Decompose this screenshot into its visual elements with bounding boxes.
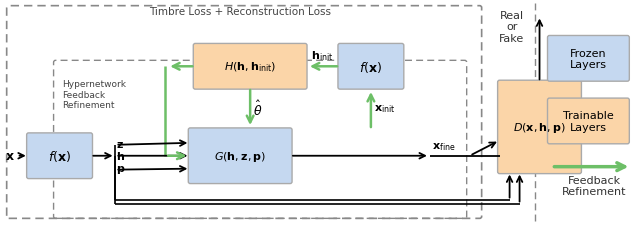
FancyBboxPatch shape [547, 99, 629, 144]
Text: $f(\mathbf{x})$: $f(\mathbf{x})$ [48, 149, 71, 163]
FancyBboxPatch shape [498, 81, 581, 174]
Text: $\hat{\theta}$: $\hat{\theta}$ [253, 100, 262, 118]
FancyBboxPatch shape [193, 44, 307, 90]
Text: $\mathbf{p}$: $\mathbf{p}$ [116, 163, 126, 175]
FancyBboxPatch shape [338, 44, 404, 90]
Text: $\mathbf{x}_{\mathrm{init}}$: $\mathbf{x}_{\mathrm{init}}$ [374, 103, 396, 115]
FancyBboxPatch shape [27, 133, 93, 179]
Text: $\mathbf{x}_{\mathrm{fine}}$: $\mathbf{x}_{\mathrm{fine}}$ [432, 140, 455, 152]
Text: Frozen
Layers: Frozen Layers [570, 48, 607, 70]
Text: $H(\mathbf{h}, \mathbf{h}_{\mathrm{init}})$: $H(\mathbf{h}, \mathbf{h}_{\mathrm{init}… [224, 60, 276, 74]
Text: Timbre Loss + Reconstruction Loss: Timbre Loss + Reconstruction Loss [149, 7, 331, 17]
Text: Feedback
Refinement: Feedback Refinement [562, 175, 627, 196]
Text: $f(\mathbf{x})$: $f(\mathbf{x})$ [359, 59, 383, 74]
Text: Real
or
Fake: Real or Fake [499, 11, 524, 44]
Text: $\mathbf{h}$: $\mathbf{h}$ [116, 149, 125, 161]
FancyBboxPatch shape [188, 128, 292, 184]
Text: $D(\mathbf{x}, \mathbf{h}, \mathbf{p})$: $D(\mathbf{x}, \mathbf{h}, \mathbf{p})$ [513, 120, 566, 134]
Text: $\mathbf{z}$: $\mathbf{z}$ [116, 139, 124, 149]
Text: Trainable
Layers: Trainable Layers [563, 111, 614, 132]
Text: $G(\mathbf{h}, \mathbf{z}, \mathbf{p})$: $G(\mathbf{h}, \mathbf{z}, \mathbf{p})$ [214, 149, 266, 163]
Text: Hypernetwork
Feedback
Refinement: Hypernetwork Feedback Refinement [63, 80, 127, 109]
Text: $\mathbf{h}_{\mathrm{init}}$: $\mathbf{h}_{\mathrm{init}}$ [312, 49, 333, 63]
Text: $\mathbf{x}$: $\mathbf{x}$ [4, 150, 15, 163]
FancyBboxPatch shape [547, 36, 629, 82]
